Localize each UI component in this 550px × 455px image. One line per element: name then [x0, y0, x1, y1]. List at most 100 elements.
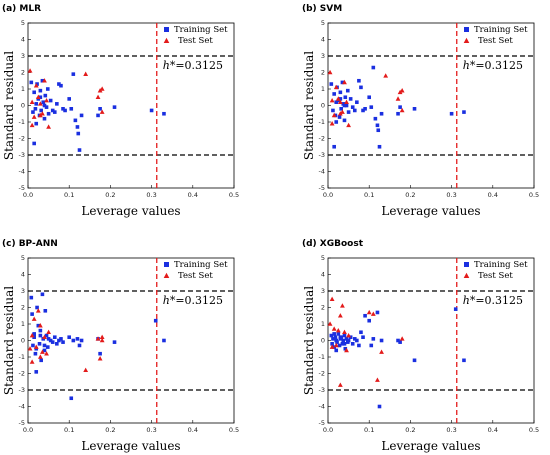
training-point: [29, 295, 34, 300]
test-point: [383, 73, 389, 78]
test-point: [46, 329, 51, 335]
y-tick-label: 3: [21, 52, 25, 60]
test-point: [29, 359, 35, 364]
y-tick-label: 5: [321, 254, 325, 262]
y-tick-label: 0: [321, 337, 325, 345]
training-point: [398, 105, 402, 109]
test-point: [329, 121, 335, 126]
series-training: [329, 307, 466, 409]
training-point: [33, 107, 38, 111]
test-point: [333, 84, 339, 90]
y-tick-label: -1: [19, 353, 25, 361]
training-point: [350, 105, 355, 109]
y-tick-label: 0: [21, 337, 25, 345]
test-point: [327, 321, 333, 326]
x-tick-label: 0.3: [146, 426, 156, 434]
y-tick-label: 2: [321, 304, 325, 312]
test-point: [337, 313, 343, 318]
training-point: [373, 116, 378, 121]
y-axis-label: Standard residual: [302, 286, 316, 395]
training-point: [361, 108, 365, 113]
test-point: [37, 354, 43, 359]
test-point: [399, 107, 405, 113]
test-point: [37, 101, 43, 106]
x-tick-label: 0.3: [446, 426, 456, 434]
training-point: [462, 358, 466, 363]
training-point: [98, 351, 102, 356]
training-point: [48, 338, 53, 343]
training-point: [367, 95, 371, 100]
training-point: [334, 100, 339, 104]
x-axis-label: Leverage values: [81, 439, 180, 453]
training-point: [35, 305, 39, 310]
legend-test-label: Test Set: [178, 36, 213, 46]
x-tick-label: 0.4: [488, 426, 498, 434]
training-point: [342, 118, 347, 123]
y-tick-label: -4: [19, 168, 25, 176]
training-point: [352, 337, 357, 341]
panel-2: (b) SVM 5 4 3 2 1 0 -1 -2 -3 -4 -50.0 0.1 0.2 0.3 0.4 0.…: [302, 4, 539, 218]
legend-training-label: Training Set: [474, 25, 528, 35]
test-point: [97, 356, 103, 361]
test-point: [27, 68, 33, 73]
training-point: [375, 310, 380, 315]
test-point: [99, 337, 105, 343]
test-point: [342, 329, 347, 335]
y-tick-label: 5: [21, 254, 25, 262]
x-axis-label: Leverage values: [381, 204, 480, 218]
training-point: [332, 332, 336, 336]
test-point: [344, 99, 349, 104]
y-axis-label: Standard residual: [2, 51, 16, 160]
test-point: [35, 94, 41, 100]
y-tick-label: -4: [319, 403, 325, 411]
test-point: [366, 309, 372, 315]
legend-training-label: Training Set: [174, 25, 228, 35]
test-point: [337, 111, 343, 116]
training-point: [329, 333, 334, 338]
test-point: [329, 97, 335, 103]
legend-test-marker: [163, 37, 170, 43]
legend-training-marker: [164, 27, 169, 32]
y-tick-label: 2: [21, 304, 25, 312]
training-point: [344, 103, 349, 108]
test-point: [344, 347, 349, 353]
training-point: [359, 330, 363, 335]
x-tick-label: 0.5: [229, 191, 239, 199]
training-point: [345, 88, 350, 93]
test-point: [31, 316, 37, 321]
y-tick-label: 1: [21, 85, 25, 93]
training-point: [69, 396, 74, 401]
y-axis-label: Standard residual: [2, 286, 16, 395]
training-point: [43, 93, 48, 98]
training-point: [55, 342, 59, 346]
training-point: [343, 346, 348, 351]
training-point: [52, 110, 57, 114]
series-test: [327, 69, 405, 128]
y-tick-label: -3: [19, 151, 25, 159]
x-tick-label: 0.0: [323, 426, 333, 434]
x-tick-label: 0.0: [23, 191, 33, 199]
training-point: [42, 343, 47, 348]
training-point: [31, 110, 35, 114]
training-point: [342, 103, 347, 108]
y-tick-label: -3: [319, 386, 325, 394]
y-tick-label: 3: [321, 287, 325, 295]
training-point: [337, 115, 342, 119]
training-point: [331, 108, 335, 113]
training-point: [34, 121, 39, 126]
series-training: [29, 72, 166, 152]
legend-test-marker: [463, 37, 470, 43]
training-point: [42, 103, 47, 108]
training-point: [40, 292, 45, 297]
training-point: [369, 105, 374, 109]
training-point: [77, 343, 82, 348]
training-point: [61, 340, 65, 344]
panel-title: (a) MLR: [2, 4, 41, 14]
training-point: [342, 333, 347, 338]
training-point: [112, 340, 117, 344]
test-point: [329, 296, 335, 302]
training-point: [35, 82, 39, 86]
